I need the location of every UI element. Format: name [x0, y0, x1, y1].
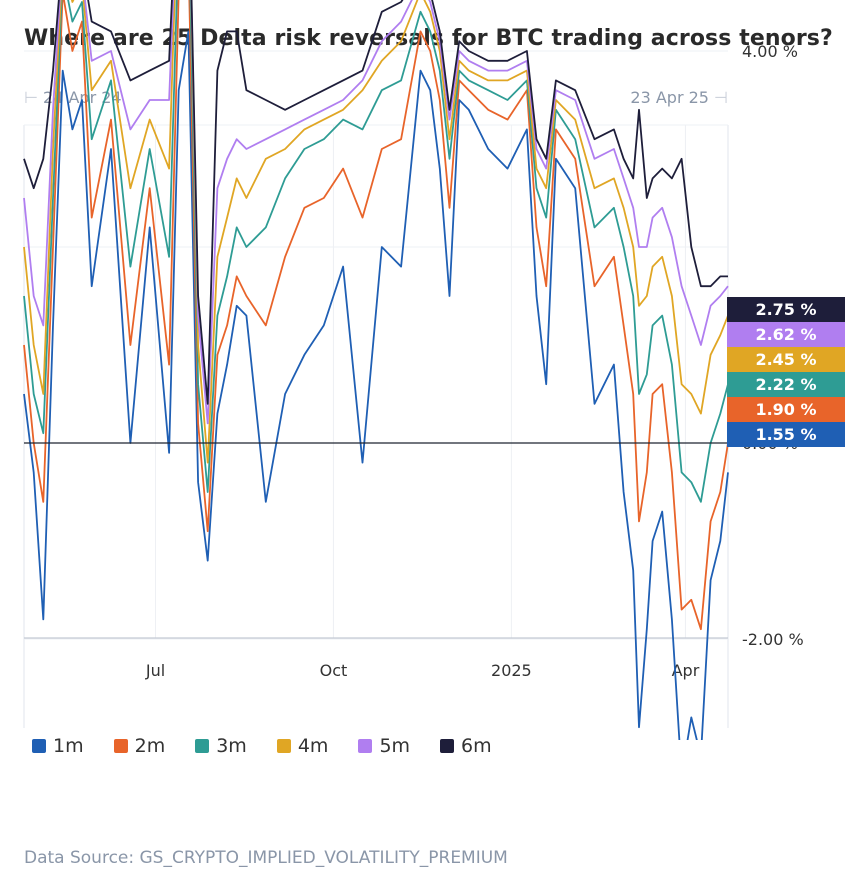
last-value-label: 2.45 % — [755, 350, 816, 369]
legend-item-6m[interactable]: 6m — [440, 735, 492, 757]
legend: 1m 2m 3m 4m 5m 6m — [32, 735, 492, 757]
last-value-badge — [727, 422, 845, 447]
series-line-4m — [23, 0, 729, 464]
last-value-label: 2.22 % — [755, 375, 816, 394]
x-tick-label: Oct — [320, 661, 348, 680]
series-line-1m — [23, 30, 729, 740]
legend-label: 6m — [461, 735, 492, 757]
legend-item-5m[interactable]: 5m — [358, 735, 410, 757]
y-tick-label: 4.00 % — [742, 42, 798, 61]
legend-swatch — [195, 739, 210, 753]
y-tick-label: -2.00 % — [742, 630, 804, 649]
data-source: Data Source: GS_CRYPTO_IMPLIED_VOLATILIT… — [24, 848, 508, 868]
legend-label: 2m — [134, 735, 166, 757]
legend-swatch — [32, 739, 46, 753]
range-end[interactable]: 23 Apr 25 ⊣ — [630, 88, 728, 107]
legend-label: 1m — [53, 735, 84, 757]
last-value-badge — [727, 347, 845, 372]
last-value-label: 2.75 % — [755, 300, 816, 319]
last-value-label: 2.62 % — [755, 325, 816, 344]
last-value-label: 1.55 % — [755, 425, 816, 444]
last-value-badge — [727, 297, 845, 322]
range-start-icon: ⊢ — [24, 88, 44, 107]
range-end-icon: ⊣ — [708, 88, 728, 107]
legend-item-3m[interactable]: 3m — [195, 735, 247, 757]
legend-label: 3m — [216, 735, 247, 757]
series-line-5m — [23, 0, 729, 425]
x-tick-label: 2025 — [491, 661, 532, 680]
legend-item-4m[interactable]: 4m — [276, 735, 329, 757]
last-value-badge — [727, 372, 845, 397]
range-end-label: 23 Apr 25 — [630, 88, 709, 107]
last-value-label: 1.90 % — [755, 400, 816, 419]
legend-swatch — [358, 739, 373, 753]
series-line-2m — [23, 0, 729, 631]
legend-swatch — [276, 739, 291, 753]
last-value-badge — [727, 397, 845, 422]
legend-swatch — [113, 739, 128, 753]
legend-item-1m[interactable]: 1m — [32, 735, 84, 757]
series-line-3m — [23, 0, 729, 503]
line-chart[interactable]: 6.00 %4.00 %0.00 %-2.00 %JulOct2025Apr2.… — [0, 0, 862, 740]
x-tick-label: Jul — [145, 661, 165, 680]
last-value-badge — [727, 322, 845, 347]
legend-label: 4m — [297, 735, 329, 757]
series-line-6m — [23, 0, 728, 405]
x-tick-label: Apr — [672, 661, 700, 680]
legend-swatch — [440, 739, 455, 753]
legend-item-2m[interactable]: 2m — [113, 735, 166, 757]
legend-label: 5m — [379, 735, 411, 757]
